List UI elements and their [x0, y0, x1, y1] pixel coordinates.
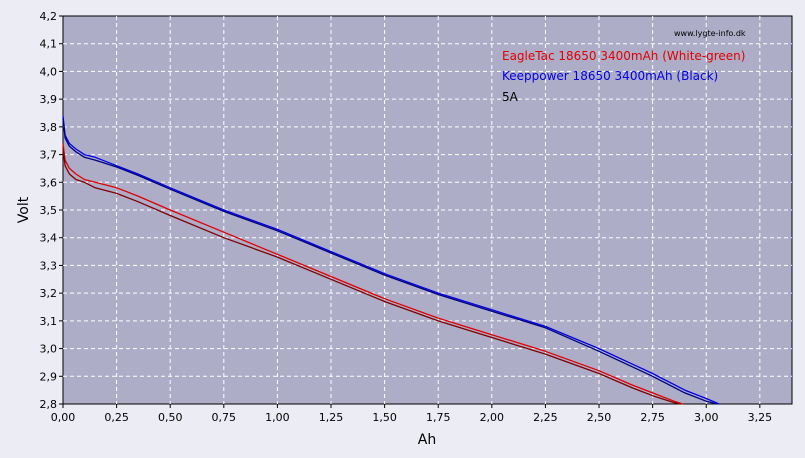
- y-tick-label: 3,6: [40, 176, 58, 189]
- y-tick-label: 3,3: [40, 259, 58, 272]
- y-tick-label: 3,4: [40, 232, 58, 245]
- y-tick-label: 4,0: [40, 65, 58, 78]
- series-line-3: [62, 118, 718, 405]
- y-tick-label: 2,9: [40, 370, 58, 383]
- y-tick-label: 2,8: [40, 398, 58, 411]
- series-line-1: [62, 148, 681, 405]
- x-tick-label: 1,00: [265, 411, 290, 424]
- x-tick-label: 1,25: [319, 411, 344, 424]
- x-tick-label: 2,75: [640, 411, 665, 424]
- x-tick-label: 1,50: [372, 411, 397, 424]
- x-tick-label: 0,00: [51, 411, 76, 424]
- y-tick-label: 3,9: [40, 93, 58, 106]
- y-tick-label: 3,8: [40, 121, 58, 134]
- x-axis-ticks: 0,00 0,25 0,50 0,75 1,00 1,25 1,50 1,75 2,00 2,25…: [51, 404, 772, 424]
- y-tick-label: 3,2: [40, 287, 58, 300]
- x-tick-label: 1,75: [426, 411, 451, 424]
- y-tick-label: 4,1: [40, 38, 58, 51]
- watermark-text: www.lygte-info.dk: [674, 29, 746, 38]
- series-line-2: [62, 115, 720, 405]
- y-axis-ticks: 2,8 2,9 3,0 3,1 3,2 3,3 3,4 3,5 3,6 3,7 3,8 3,9 4,0 4…: [40, 10, 63, 411]
- x-tick-label: 2,00: [480, 411, 505, 424]
- grid-lines: [63, 16, 792, 404]
- series-lines: [62, 115, 720, 405]
- y-tick-label: 3,1: [40, 315, 58, 328]
- legend-entry-current: 5A: [502, 90, 519, 104]
- legend-entry-keeppower: Keeppower 18650 3400mAh (Black): [502, 69, 718, 83]
- x-tick-label: 2,50: [587, 411, 612, 424]
- x-tick-label: 3,00: [694, 411, 719, 424]
- x-tick-label: 0,50: [158, 411, 183, 424]
- x-axis-title: Ah: [418, 432, 436, 448]
- y-axis-title: Volt: [16, 196, 32, 223]
- legend: EagleTac 18650 3400mAh (White-green) Kee…: [502, 49, 745, 104]
- x-tick-label: 3,25: [748, 411, 773, 424]
- y-tick-label: 3,0: [40, 343, 58, 356]
- x-tick-label: 0,75: [212, 411, 237, 424]
- y-tick-label: 4,2: [40, 10, 58, 23]
- legend-entry-eagletac: EagleTac 18650 3400mAh (White-green): [502, 49, 745, 63]
- x-tick-label: 0,25: [104, 411, 129, 424]
- y-tick-label: 3,5: [40, 204, 58, 217]
- y-tick-label: 3,7: [40, 149, 58, 162]
- x-tick-label: 2,25: [533, 411, 558, 424]
- series-line-0: [62, 143, 683, 405]
